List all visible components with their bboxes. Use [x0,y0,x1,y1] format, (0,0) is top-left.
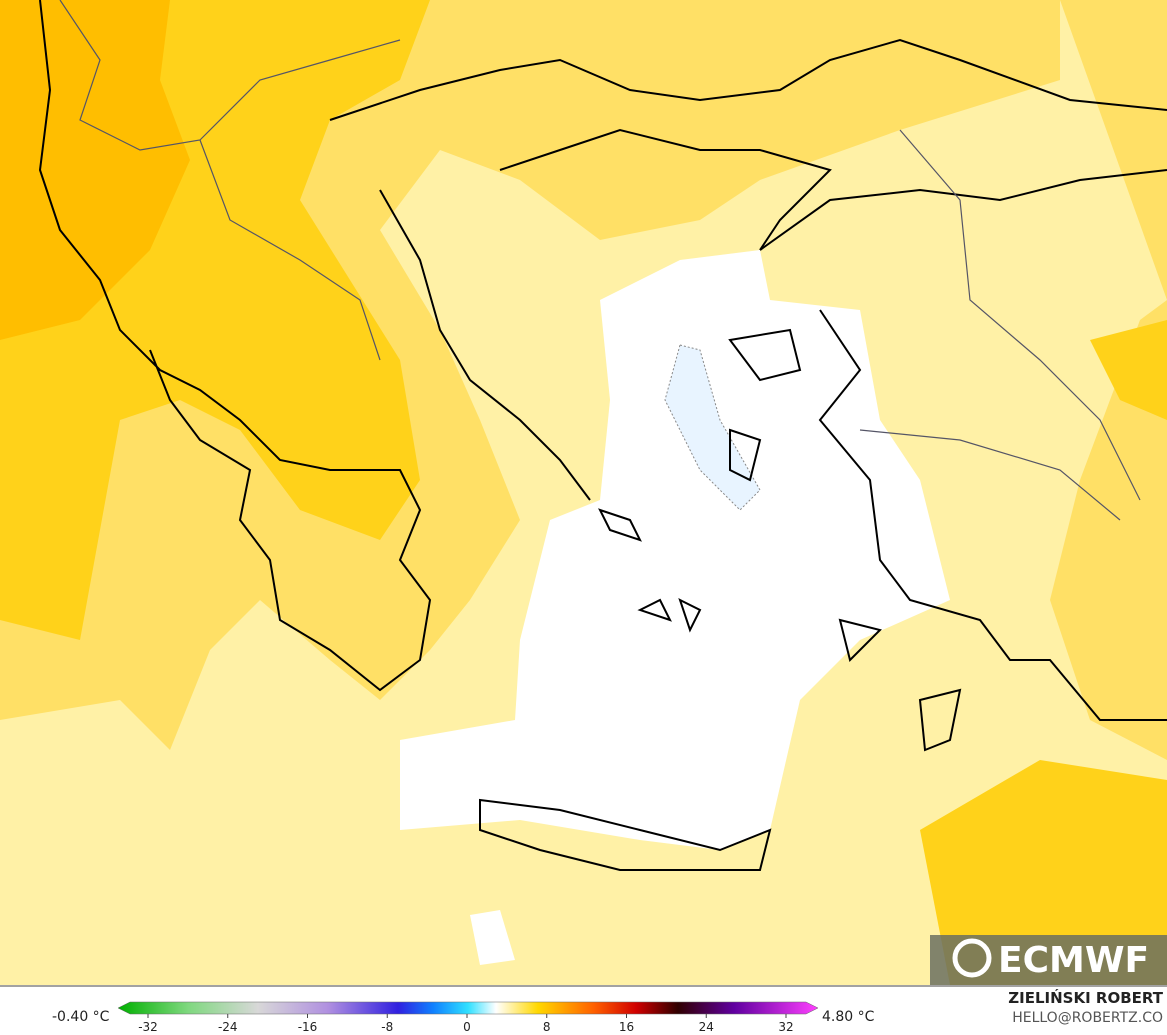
colorbar [117,1001,819,1015]
southeast-warm [920,760,1167,985]
borders [59,0,1141,521]
tick-label: 24 [699,1020,714,1034]
min-label: -0.40 °C [52,1009,110,1025]
tick-label: -32 [138,1020,158,1034]
logo-text: ECMWF [998,940,1149,981]
logo-icon [952,938,992,978]
tick-label: -24 [218,1020,238,1034]
tick-label: 8 [543,1020,551,1034]
map: ECMWF [0,0,1167,985]
legend: -0.40 °C 4.80 °C -32 -24 -16 -8 0 8 16 24 32 [52,1001,875,1034]
max-label: 4.80 °C [822,1009,875,1025]
tick-label: -16 [298,1020,318,1034]
email: HELLO@ROBERTZ.CO [1012,1010,1163,1026]
ecmwf-logo: ECMWF [930,935,1167,985]
tick-label: 0 [463,1020,471,1034]
east-warm [1090,320,1167,420]
small-cool [470,910,515,965]
coldest-patch [664,344,761,511]
cool-sea [400,250,950,850]
coastlines [38,0,1167,871]
east-field [1050,0,1167,760]
tick-label: -8 [381,1020,393,1034]
warmest-field [0,0,190,340]
tick-label: 16 [619,1020,634,1034]
tick-label: 32 [778,1020,793,1034]
author: ZIELIŃSKI ROBERT [1008,988,1163,1007]
